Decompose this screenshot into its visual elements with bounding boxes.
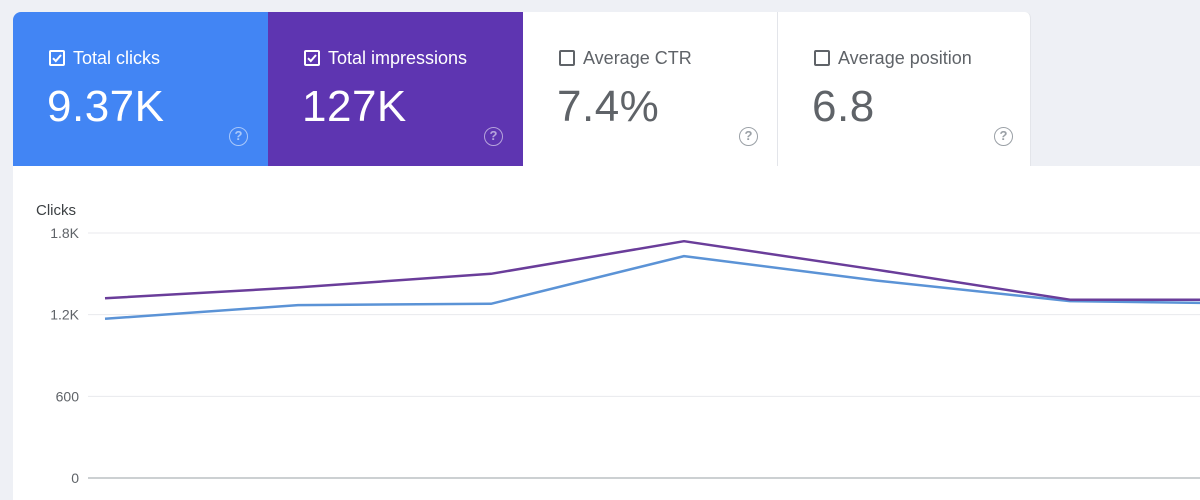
series-lines [104,239,1200,321]
metric-card-header: Average CTR [559,48,692,68]
help-icon[interactable]: ? [739,127,758,146]
metric-card-header: Total impressions [304,48,467,68]
average-position-checkbox[interactable] [814,50,830,66]
y-tick-label: 1.8K [50,225,79,241]
total-clicks-label: Total clicks [73,48,161,68]
help-icon[interactable]: ? [229,127,248,146]
average-position-label: Average position [838,48,972,68]
impressions-series-line [104,239,1200,301]
metric-cards: Total clicks 9.37K ? Total impressions 1… [13,12,1031,166]
total-clicks-checkbox[interactable] [49,50,65,66]
metric-card-average-ctr[interactable]: Average CTR 7.4% ? [523,12,778,166]
total-impressions-checkbox[interactable] [304,50,320,66]
average-ctr-checkbox[interactable] [559,50,575,66]
performance-chart-panel: Clicks 0 600 1.2K 1.8K [13,166,1200,500]
metric-card-total-impressions[interactable]: Total impressions 127K ? [268,12,523,166]
total-impressions-value: 127K [302,82,407,131]
clicks-series-line [104,254,1200,321]
y-axis-title: Clicks [36,202,76,219]
grid-lines [88,232,1200,479]
help-icon[interactable]: ? [994,127,1013,146]
metric-card-average-position[interactable]: Average position 6.8 ? [778,12,1031,166]
y-tick-label: 600 [56,388,80,404]
average-ctr-value: 7.4% [557,82,660,131]
y-tick-label: 1.2K [50,307,79,323]
total-impressions-label: Total impressions [328,48,468,68]
checkmark-icon [307,54,317,63]
y-tick-labels: 0 600 1.2K 1.8K [50,225,79,486]
help-icon[interactable]: ? [484,127,503,146]
metric-card-total-clicks[interactable]: Total clicks 9.37K ? [13,12,268,166]
total-clicks-value: 9.37K [47,82,165,131]
y-tick-label: 0 [71,470,79,486]
average-ctr-label: Average CTR [583,48,692,68]
checkmark-icon [52,54,62,63]
metric-card-header: Total clicks [49,48,160,68]
performance-chart: Clicks 0 600 1.2K 1.8K [36,202,1200,486]
metric-card-header: Average position [814,48,972,68]
average-position-value: 6.8 [812,82,875,131]
